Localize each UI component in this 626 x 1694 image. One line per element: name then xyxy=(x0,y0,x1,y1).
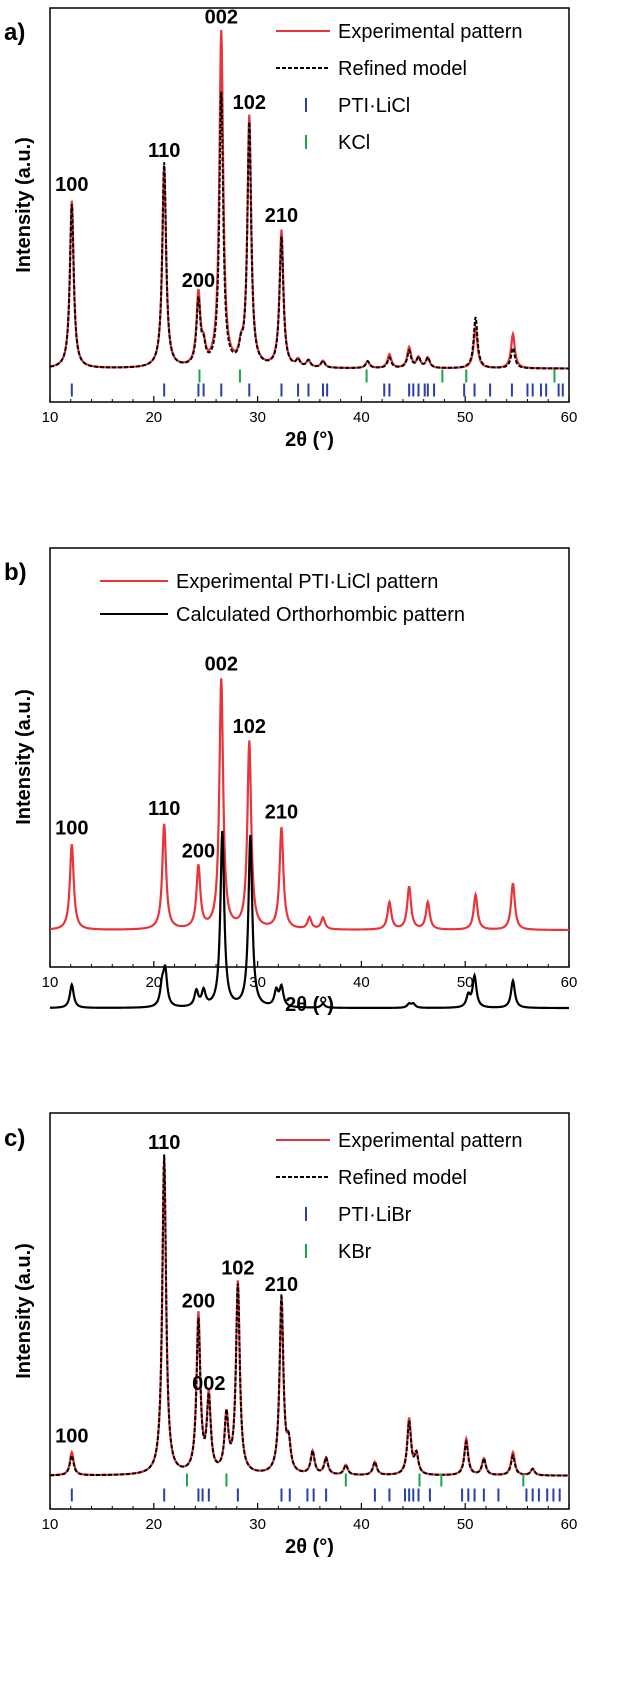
series-line-0 xyxy=(49,29,570,370)
x-tick-label: 50 xyxy=(457,974,474,991)
panel-label: a) xyxy=(4,19,25,46)
series-line-1 xyxy=(49,830,569,1010)
x-tick-label: 40 xyxy=(353,974,370,991)
legend-label: KBr xyxy=(338,1241,372,1263)
x-tick-label: 40 xyxy=(353,409,370,426)
x-axis-label: 2θ (°) xyxy=(285,994,334,1016)
series-line-0 xyxy=(49,678,570,932)
series-line-0 xyxy=(49,1157,569,1477)
peak-label-100: 100 xyxy=(55,1426,88,1448)
legend-label: PTI·LiCl xyxy=(338,95,410,117)
chart-panel-c: 10 20 30 40 50 60 100 110 200 002 102 210 c) Intensit… xyxy=(4,1112,578,1558)
x-axis-label: 2θ (°) xyxy=(285,429,334,451)
series-line-1 xyxy=(49,91,569,370)
legend-label: Refined model xyxy=(338,58,467,80)
peak-label-210: 210 xyxy=(265,802,298,824)
chart-panel-a: 10 20 30 40 50 60 100 110 200 002 102 210 a) Intensit… xyxy=(4,6,577,451)
legend-label: Experimental pattern xyxy=(338,21,523,43)
x-tick-label: 20 xyxy=(145,974,162,991)
x-tick-label: 30 xyxy=(249,974,266,991)
series-line-1 xyxy=(49,1154,569,1477)
legend-label: Refined model xyxy=(338,1167,467,1189)
x-axis-label: 2θ (°) xyxy=(285,1536,334,1558)
y-axis-label: Intensity (a.u.) xyxy=(13,137,35,273)
peak-label-002: 002 xyxy=(205,6,238,28)
peak-label-102: 102 xyxy=(233,92,266,114)
legend-label: PTI·LiBr xyxy=(338,1204,412,1226)
y-axis-label: Intensity (a.u.) xyxy=(13,689,35,825)
peak-label-210: 210 xyxy=(265,1274,298,1296)
x-tick-label: 60 xyxy=(561,1516,578,1533)
peak-label-102: 102 xyxy=(221,1257,254,1279)
peak-label-002: 002 xyxy=(205,654,238,676)
plot-frame xyxy=(49,547,570,968)
x-tick-label: 30 xyxy=(249,1516,266,1533)
x-tick-label: 50 xyxy=(457,409,474,426)
panel-label: c) xyxy=(4,1125,25,1152)
peak-label-110: 110 xyxy=(148,140,180,162)
x-tick-label: 50 xyxy=(457,1516,474,1533)
x-tick-label: 10 xyxy=(42,974,59,991)
peak-label-200: 200 xyxy=(182,1290,215,1312)
x-tick-label: 40 xyxy=(353,1516,370,1533)
x-tick-label: 20 xyxy=(145,409,162,426)
peak-label-110: 110 xyxy=(148,1132,180,1154)
x-tick-label: 60 xyxy=(561,409,578,426)
legend-label: Experimental PTI·LiCl pattern xyxy=(176,571,438,593)
peak-label-110: 110 xyxy=(148,798,180,820)
x-tick-label: 30 xyxy=(249,409,266,426)
peak-label-100: 100 xyxy=(55,817,88,839)
legend-label: KCl xyxy=(338,132,370,154)
x-tick-label: 20 xyxy=(145,1516,162,1533)
panel-label: b) xyxy=(4,559,27,586)
x-tick-label: 10 xyxy=(42,1516,59,1533)
peak-label-200: 200 xyxy=(182,841,215,863)
x-tick-label: 10 xyxy=(42,409,59,426)
plot-frame xyxy=(49,7,570,403)
legend-label: Experimental pattern xyxy=(338,1130,523,1152)
peak-label-210: 210 xyxy=(265,205,298,227)
peak-label-102: 102 xyxy=(233,716,266,738)
x-tick-label: 60 xyxy=(561,974,578,991)
plot-frame xyxy=(49,1112,570,1510)
legend-label: Calculated Orthorhombic pattern xyxy=(176,604,465,626)
peak-label-200: 200 xyxy=(182,270,215,292)
y-axis-label: Intensity (a.u.) xyxy=(13,1243,35,1379)
peak-label-002: 002 xyxy=(192,1373,225,1395)
peak-label-100: 100 xyxy=(55,174,88,196)
